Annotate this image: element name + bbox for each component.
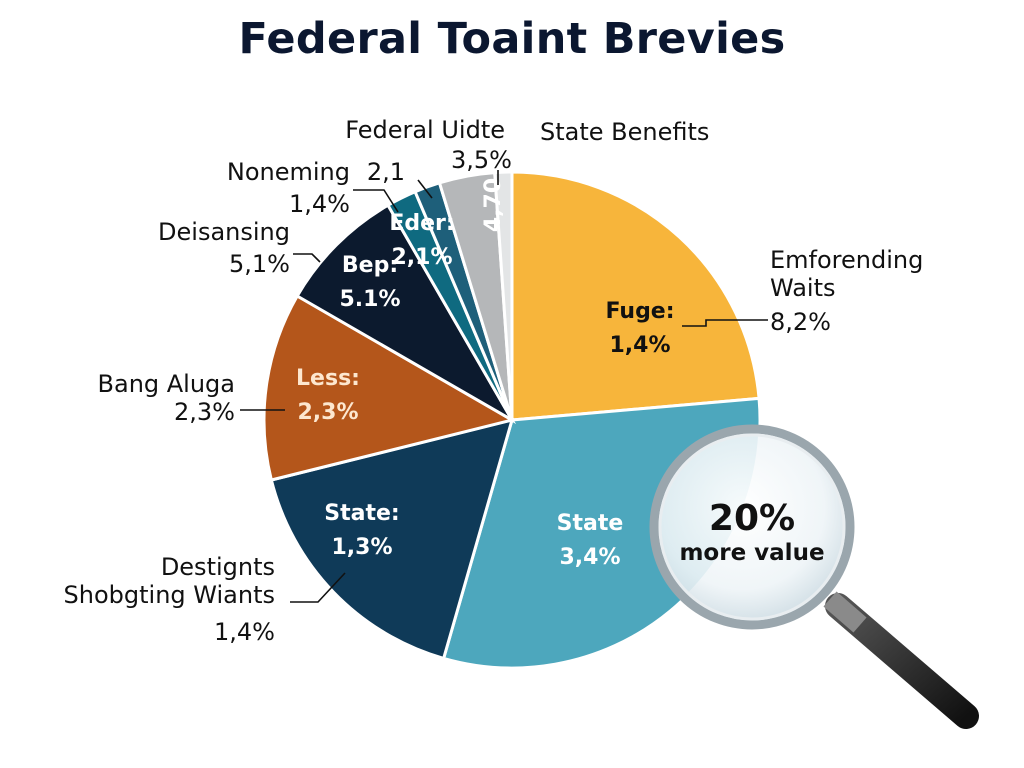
leader-line-federal-uidte <box>417 179 433 199</box>
slice-outer-value-2: 1,4% <box>214 618 275 646</box>
slice-outer-label-2-line-1: Shobgting Wiants <box>64 581 275 609</box>
slice-inner-value-6: 2,1% <box>391 245 452 270</box>
slice-inner-label-3: Less: <box>296 366 360 391</box>
leader-line-deisansing <box>293 253 321 263</box>
slice-outer-label-7: Federal Uidte <box>345 116 505 144</box>
slice-outer-value-3: 2,3% <box>174 398 235 426</box>
magnifier-icon: 20% more value <box>649 424 979 729</box>
pie-slice-0 <box>510 170 761 422</box>
pie-slice-2 <box>269 417 515 661</box>
leader-lines <box>240 170 768 603</box>
callout-text: more value <box>679 540 824 566</box>
slice-outer-value-5: 1,4% <box>289 190 350 218</box>
slice-outer-label-2-line-0: Destignts <box>161 553 275 581</box>
slice-outer-label-0-line-0: Emforending <box>770 246 923 274</box>
slice-outer-label-4: Deisansing <box>158 218 290 246</box>
slice-outer-label-0-line-1: Waits <box>770 274 835 302</box>
inner-labels: Fuge: 1,4% State 3,4% State: 1,3% Less: 2,3% Bep… <box>296 178 675 570</box>
callout-value: 20% <box>709 498 795 539</box>
slice-outer-value-7: 2,1 <box>367 158 405 186</box>
slice-inner-value-0: 1,4% <box>609 333 670 358</box>
slice-inner-label-2: State: <box>324 501 399 526</box>
leader-line-destignts <box>290 572 346 603</box>
slice-inner-value-3: 2,3% <box>297 400 358 425</box>
slice-inner-value-1: 3,4% <box>559 545 620 570</box>
slice-inner-label-0: Fuge: <box>605 299 674 324</box>
slice-inner-value-4: 5.1% <box>339 287 400 312</box>
extra-label-state-benefits: State Benefits <box>540 118 709 146</box>
slice-inner-label-4: Bep: <box>342 253 398 278</box>
pie-slice-4 <box>295 203 517 425</box>
slice-inner-value-2: 1,3% <box>331 535 392 560</box>
leader-line-noneming <box>353 189 399 213</box>
slice-outer-value-0: 8,2% <box>770 308 831 336</box>
leader-line-emforending <box>682 319 768 327</box>
slice-outer-value-4: 5,1% <box>229 250 290 278</box>
slice-outer-value-8: 3,5% <box>451 146 512 174</box>
chart-title: Federal Toaint Brevies <box>238 14 786 64</box>
slice-inner-label-6: Eder: <box>389 211 454 236</box>
slice-inner-label-8: 4,70 <box>481 178 506 232</box>
slice-inner-label-1: State <box>557 511 624 536</box>
pie-slice-8 <box>493 170 514 421</box>
slice-outer-label-5: Noneming <box>227 158 350 186</box>
pie-slice-3 <box>262 293 516 482</box>
slice-outer-label-3: Bang Aluga <box>98 370 235 398</box>
